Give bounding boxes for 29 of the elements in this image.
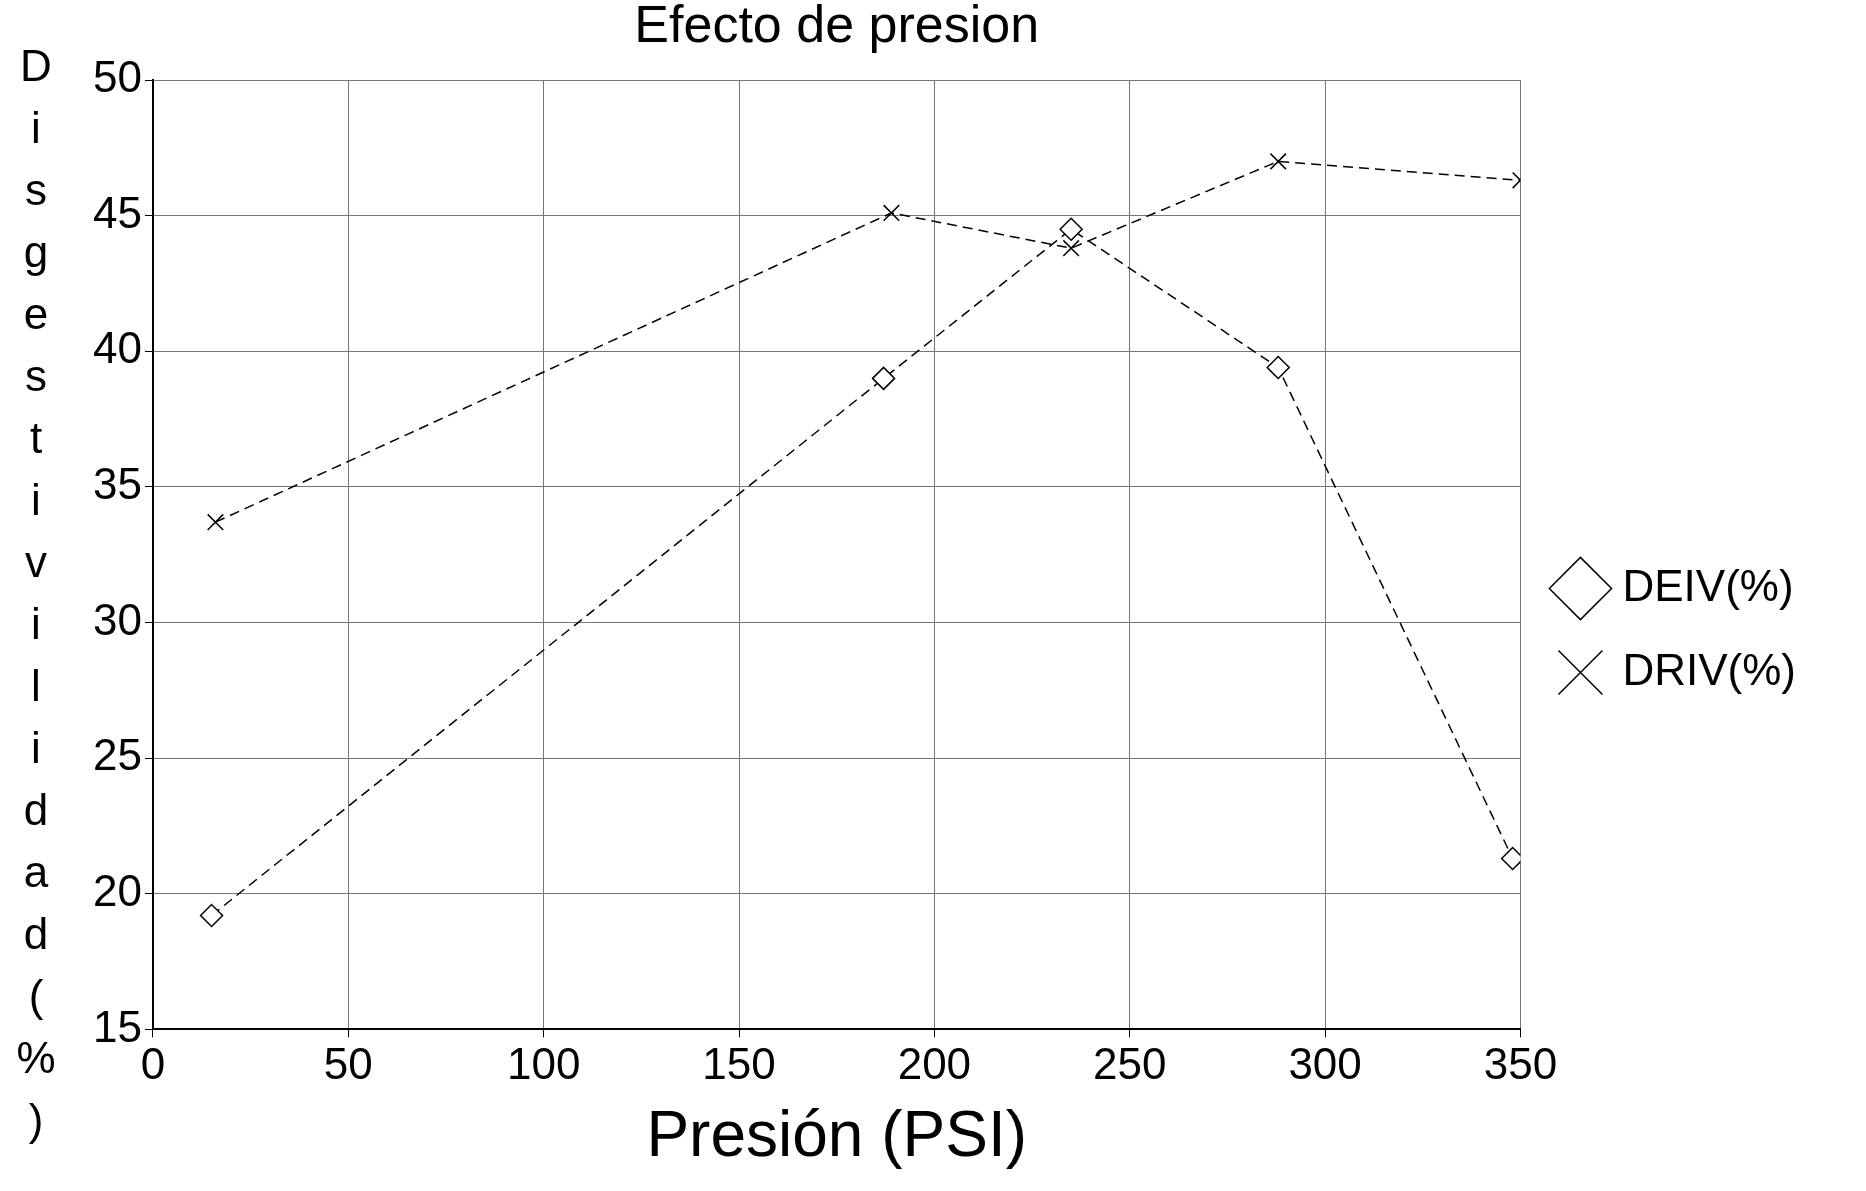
legend-label: DEIV(%)	[1622, 560, 1794, 610]
x-tick-label: 50	[323, 1038, 373, 1088]
x-tick-label: 350	[1483, 1038, 1558, 1088]
text: Disgestivilidad(%)	[16, 40, 56, 1144]
y-tick-label: 45	[92, 187, 142, 237]
x-axis-title: Presión (PSI)	[646, 1098, 1027, 1171]
y-tick-label: 20	[92, 865, 142, 915]
point	[1059, 217, 1083, 241]
point	[199, 903, 224, 928]
x-tick-label: 250	[1093, 1038, 1167, 1088]
y-tick-label: 35	[92, 459, 142, 509]
x-tick-label: 300	[1288, 1038, 1362, 1088]
point	[871, 366, 896, 391]
point	[1062, 239, 1080, 257]
point	[882, 204, 900, 222]
y-tick-label: 30	[92, 594, 142, 644]
legend-label: DRIV(%)	[1622, 644, 1797, 694]
point	[1266, 355, 1290, 380]
y-tick-label: 50	[92, 52, 142, 102]
x-tick-label: 100	[506, 1038, 581, 1088]
x-tick-label: 0	[140, 1038, 166, 1088]
y-tick-label: 15	[92, 1001, 142, 1051]
point	[1269, 152, 1287, 170]
point	[206, 513, 224, 531]
chart-title: Efecto de presion	[634, 0, 1040, 54]
y-tick-label: 25	[92, 730, 142, 780]
x-tick-label: 150	[702, 1038, 776, 1088]
x-tick-label: 200	[897, 1038, 972, 1088]
y-tick-label: 40	[92, 323, 142, 373]
